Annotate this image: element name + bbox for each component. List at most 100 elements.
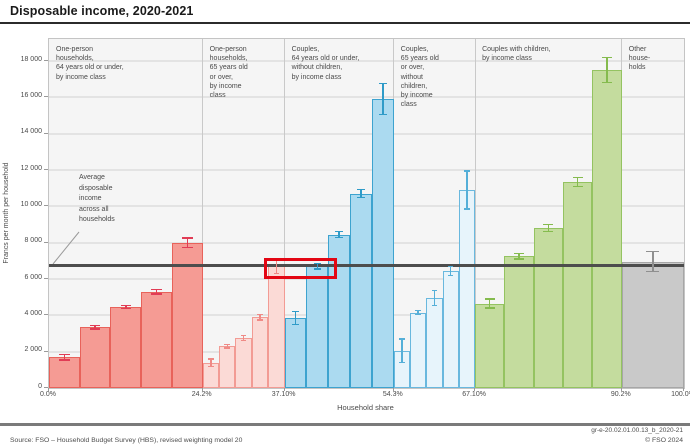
- error-bar-cap: [208, 358, 214, 360]
- error-bar-cap: [464, 170, 470, 172]
- bar: [268, 266, 285, 388]
- bar: [533, 228, 564, 388]
- highlight-rectangle: [263, 258, 337, 279]
- error-bar-cap: [59, 353, 70, 356]
- error-bar-cap: [572, 185, 583, 188]
- error-bar-cap: [399, 338, 405, 340]
- x-tick-label: 67.10%: [462, 391, 486, 398]
- group-label: Couples, 65 years old or over, without c…: [400, 46, 439, 109]
- y-axis-title: Francs per month per household: [3, 162, 10, 264]
- x-tick-mark: [201, 388, 203, 391]
- gridline: [49, 96, 684, 99]
- x-tick-mark: [683, 388, 684, 391]
- error-bar: [186, 238, 188, 248]
- bar: [171, 242, 203, 388]
- error-bar-cap: [415, 314, 421, 316]
- error-bar: [518, 253, 520, 259]
- error-bar-cap: [224, 347, 231, 349]
- error-bar: [155, 289, 158, 295]
- gridline: [49, 169, 684, 171]
- error-bar: [316, 263, 319, 269]
- bar: [141, 291, 172, 388]
- bar: [592, 70, 622, 388]
- error-bar: [125, 305, 127, 309]
- bar: [410, 312, 427, 388]
- group-separator: [202, 39, 204, 388]
- error-bar-cap: [89, 328, 101, 330]
- error-bar: [259, 314, 261, 320]
- error-bar: [606, 57, 608, 83]
- error-bar-cap: [335, 230, 343, 232]
- error-bar: [652, 251, 654, 272]
- y-tick-mark: [44, 278, 48, 279]
- bar: [251, 317, 269, 388]
- error-bar-cap: [257, 313, 263, 316]
- error-bar: [94, 325, 96, 329]
- error-bar-cap: [240, 340, 247, 342]
- error-bar-cap: [151, 288, 162, 291]
- y-tick-label: 0: [38, 382, 42, 390]
- error-bar: [489, 298, 491, 309]
- y-tick-label: 18 000: [20, 55, 42, 63]
- group-label: Other house- holds: [628, 46, 651, 72]
- y-tick-label: 12 000: [20, 164, 42, 172]
- y-tick-mark: [44, 60, 48, 61]
- error-bar-cap: [602, 56, 613, 59]
- error-bar-cap: [447, 265, 454, 267]
- error-bar-cap: [543, 223, 554, 226]
- bar: [504, 256, 534, 388]
- error-bar-cap: [357, 188, 365, 191]
- error-bar-cap: [379, 83, 387, 85]
- error-bar-cap: [182, 246, 193, 248]
- group-separator: [474, 39, 476, 388]
- error-bar-cap: [208, 365, 214, 367]
- bar: [110, 307, 142, 388]
- error-bar: [63, 354, 66, 360]
- average-income-annotation: Average disposable income across all hou…: [79, 174, 115, 223]
- y-tick-label: 2 000: [24, 346, 42, 354]
- error-bar-cap: [646, 251, 660, 253]
- bar: [458, 189, 476, 388]
- average-income-line: [49, 264, 684, 267]
- error-bar-cap: [543, 231, 554, 233]
- error-bar: [275, 259, 278, 274]
- error-bar-cap: [291, 311, 300, 313]
- error-bar: [360, 189, 362, 198]
- error-bar-cap: [415, 309, 421, 312]
- error-bar: [547, 224, 550, 232]
- y-tick-mark: [44, 387, 48, 388]
- error-bar-cap: [484, 307, 495, 309]
- y-tick-mark: [44, 314, 48, 316]
- error-bar-cap: [514, 252, 525, 255]
- error-bar-cap: [399, 361, 405, 364]
- x-tick-label: 0.0%: [40, 391, 56, 398]
- error-bar: [226, 344, 228, 349]
- error-bar-cap: [447, 274, 454, 277]
- error-bar: [417, 310, 419, 315]
- x-tick-mark: [620, 388, 622, 391]
- error-bar-cap: [182, 237, 193, 239]
- x-tick-mark: [392, 388, 394, 391]
- x-tick-label: 100.0%: [671, 391, 690, 398]
- y-tick-mark: [44, 132, 48, 134]
- error-bar-cap: [431, 305, 438, 307]
- y-tick-label: 10 000: [20, 200, 42, 208]
- x-axis-title: Household share: [337, 403, 394, 412]
- bar: [475, 303, 505, 388]
- bar: [371, 99, 394, 388]
- error-bar-cap: [313, 262, 322, 265]
- error-bar-cap: [120, 305, 132, 307]
- error-bar-cap: [59, 359, 70, 361]
- group-label: One-person households, 64 years old or u…: [56, 46, 124, 81]
- y-tick-mark: [44, 350, 48, 352]
- error-bar-cap: [89, 324, 101, 327]
- error-bar-cap: [257, 319, 263, 321]
- group-label: Couples with children, by income class: [482, 46, 551, 63]
- error-bar-cap: [224, 343, 231, 346]
- error-bar-cap: [646, 271, 660, 273]
- error-bar: [466, 170, 468, 210]
- x-tick-mark: [48, 388, 49, 391]
- bar: [306, 266, 329, 388]
- error-bar-cap: [484, 298, 495, 300]
- y-tick-mark: [44, 205, 48, 207]
